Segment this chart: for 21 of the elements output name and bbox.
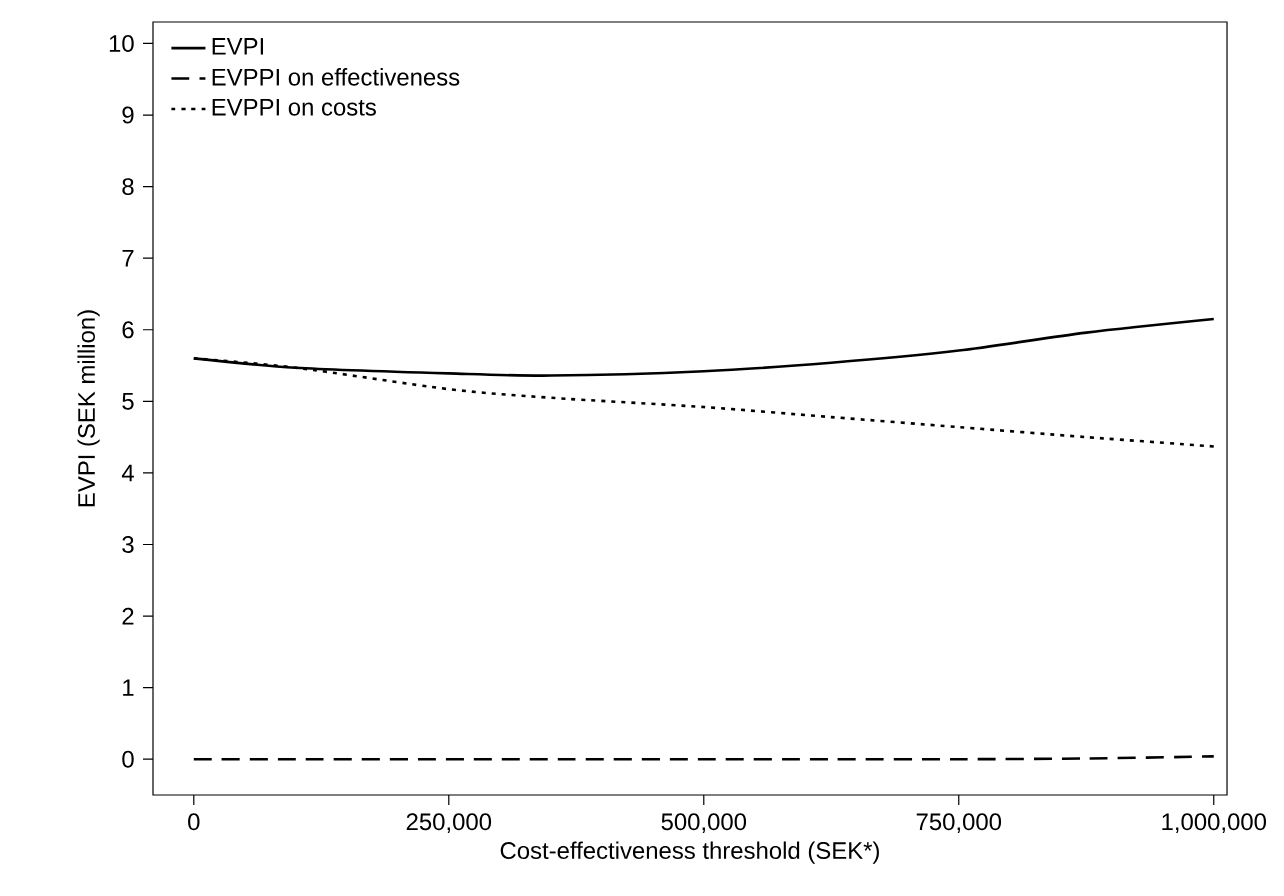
y-tick-label: 1	[123, 679, 134, 696]
y-tick-label: 9	[122, 106, 134, 124]
y-tick-label: 4	[121, 464, 134, 482]
x-axis-title: Cost-effectiveness threshold (SEK*)	[500, 841, 879, 864]
y-tick-label: 8	[122, 178, 134, 196]
y-tick-label: 3	[122, 536, 134, 553]
x-tick-label: 0	[188, 813, 200, 831]
y-tick-label: 6	[122, 321, 134, 339]
legend-label: EVPPI on costs	[212, 98, 376, 116]
x-tick-label: 1,000,000	[1162, 813, 1266, 834]
x-tick-label: 250,000	[406, 813, 492, 834]
legend-label: EVPI	[212, 38, 263, 55]
y-tick-label: 2	[122, 607, 134, 625]
x-tick-label: 500,000	[661, 813, 747, 834]
y-tick-label: 5	[122, 393, 134, 410]
y-tick-label: 0	[122, 750, 134, 768]
y-tick-label: 7	[122, 249, 134, 267]
y-axis-title: EVPI (SEK million)	[77, 310, 100, 507]
x-tick-label: 750,000	[916, 813, 1002, 834]
y-tick-label: 10	[109, 35, 134, 52]
legend-label: EVPPI on effectiveness	[212, 68, 460, 86]
